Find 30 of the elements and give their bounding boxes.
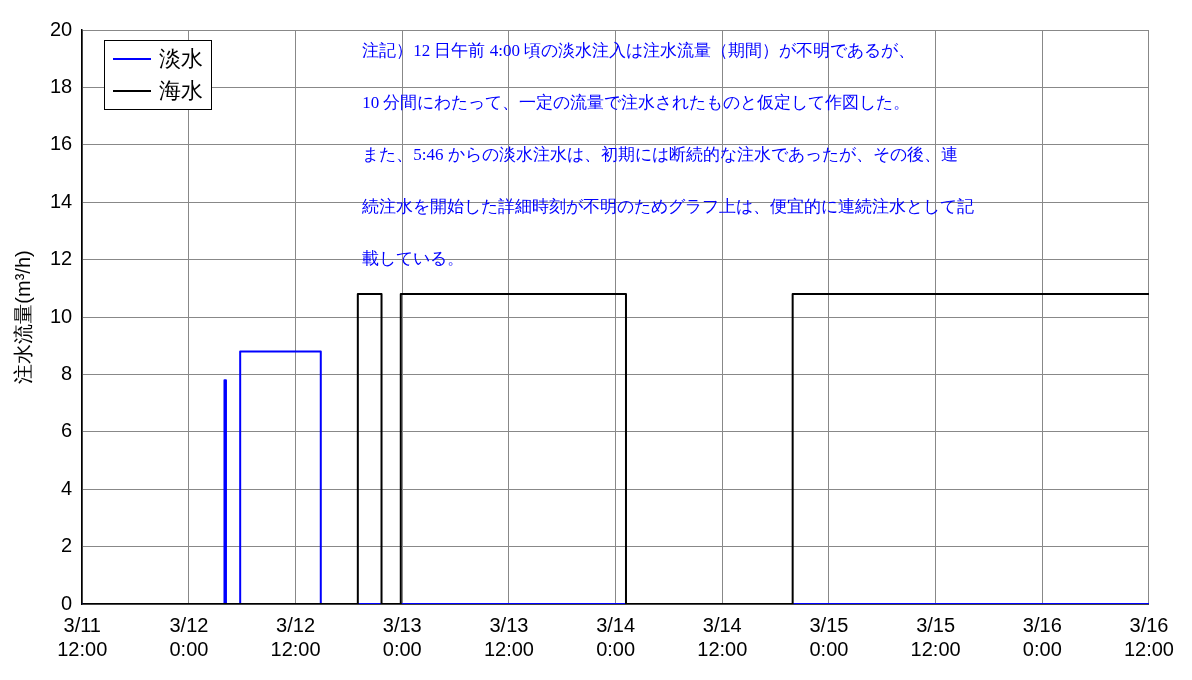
y-tick-label: 4 (61, 476, 73, 499)
y-tick-label: 12 (50, 247, 73, 270)
x-tick-label: 3/16 0:00 (1022, 613, 1062, 660)
annotation: 10 分間にわたって、一定の流量で注水されたものと仮定して作図した。 (362, 93, 911, 113)
x-tick-label: 3/16 12:00 (1123, 613, 1175, 660)
x-tick-label: 3/12 0:00 (169, 613, 209, 660)
x-tick-label: 3/15 0:00 (809, 613, 849, 660)
x-tick-label: 3/14 12:00 (697, 613, 748, 660)
y-tick-label: 10 (50, 304, 73, 327)
legend-label: 淡水 (159, 45, 204, 73)
annotation: 載している。 (362, 249, 465, 269)
y-tick-label: 18 (50, 74, 73, 97)
x-tick-label: 3/15 12:00 (910, 613, 961, 660)
x-tick-label: 3/12 12:00 (270, 613, 321, 660)
annotation: また、5:46 からの淡水注水は、初期には断続的な注水であったが、その後、連 (362, 145, 958, 165)
x-tick-label: 3/13 0:00 (382, 613, 422, 660)
annotation: 注記）12 日午前 4:00 頃の淡水注入は注水流量（期間）が不明であるが、 (362, 41, 916, 61)
annotation: 続注水を開始した詳細時刻が不明のためグラフ上は、便宜的に連続注水として記 (361, 197, 975, 217)
y-tick-label: 14 (50, 189, 73, 212)
y-tick-label: 8 (61, 361, 73, 384)
y-tick-label: 16 (50, 132, 73, 155)
x-tick-label: 3/11 12:00 (57, 613, 108, 660)
x-tick-label: 3/14 0:00 (596, 613, 636, 660)
y-tick-label: 0 (61, 591, 73, 614)
y-axis-title: 注水流量(m³/h) (11, 250, 34, 384)
y-tick-label: 2 (61, 534, 73, 557)
y-tick-label: 20 (50, 17, 73, 40)
y-tick-label: 6 (61, 419, 73, 442)
legend-label: 海水 (159, 77, 204, 105)
x-tick-label: 3/13 12:00 (483, 613, 534, 660)
